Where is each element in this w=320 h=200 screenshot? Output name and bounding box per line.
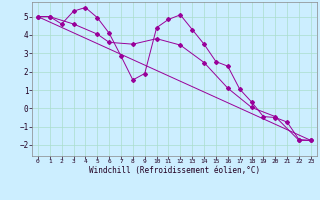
X-axis label: Windchill (Refroidissement éolien,°C): Windchill (Refroidissement éolien,°C) — [89, 166, 260, 175]
